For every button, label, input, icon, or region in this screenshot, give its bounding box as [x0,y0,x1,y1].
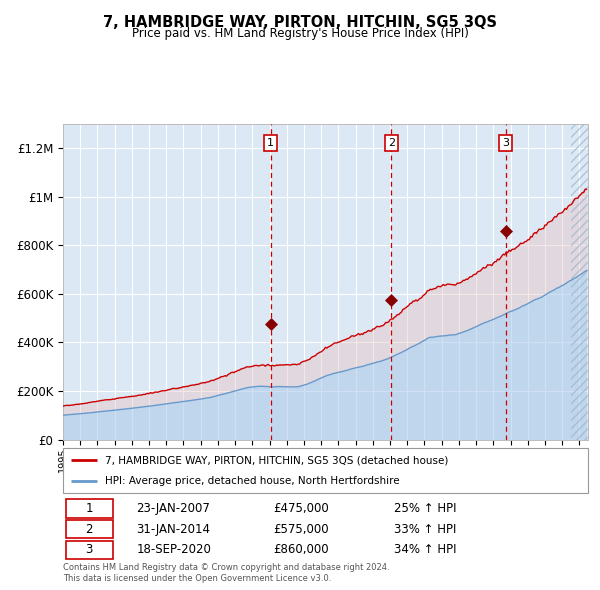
Text: 1: 1 [86,502,93,515]
Text: 23-JAN-2007: 23-JAN-2007 [137,502,211,515]
FancyBboxPatch shape [65,520,113,538]
Text: 2: 2 [86,523,93,536]
Text: 25% ↑ HPI: 25% ↑ HPI [394,502,456,515]
FancyBboxPatch shape [65,499,113,517]
Text: 3: 3 [502,138,509,148]
Text: 3: 3 [86,543,93,556]
Text: 33% ↑ HPI: 33% ↑ HPI [394,523,456,536]
Text: 7, HAMBRIDGE WAY, PIRTON, HITCHIN, SG5 3QS: 7, HAMBRIDGE WAY, PIRTON, HITCHIN, SG5 3… [103,15,497,30]
Text: 18-SEP-2020: 18-SEP-2020 [137,543,211,556]
FancyBboxPatch shape [65,541,113,559]
Text: £475,000: £475,000 [273,502,329,515]
Text: Contains HM Land Registry data © Crown copyright and database right 2024.: Contains HM Land Registry data © Crown c… [63,563,389,572]
Text: This data is licensed under the Open Government Licence v3.0.: This data is licensed under the Open Gov… [63,574,331,583]
Text: Price paid vs. HM Land Registry's House Price Index (HPI): Price paid vs. HM Land Registry's House … [131,27,469,40]
Text: 2: 2 [388,138,395,148]
Text: £860,000: £860,000 [273,543,329,556]
Text: HPI: Average price, detached house, North Hertfordshire: HPI: Average price, detached house, Nort… [105,476,400,486]
Text: 7, HAMBRIDGE WAY, PIRTON, HITCHIN, SG5 3QS (detached house): 7, HAMBRIDGE WAY, PIRTON, HITCHIN, SG5 3… [105,455,448,466]
Text: 31-JAN-2014: 31-JAN-2014 [137,523,211,536]
FancyBboxPatch shape [63,448,588,493]
Text: 1: 1 [267,138,274,148]
Text: £575,000: £575,000 [273,523,329,536]
Text: 34% ↑ HPI: 34% ↑ HPI [394,543,456,556]
